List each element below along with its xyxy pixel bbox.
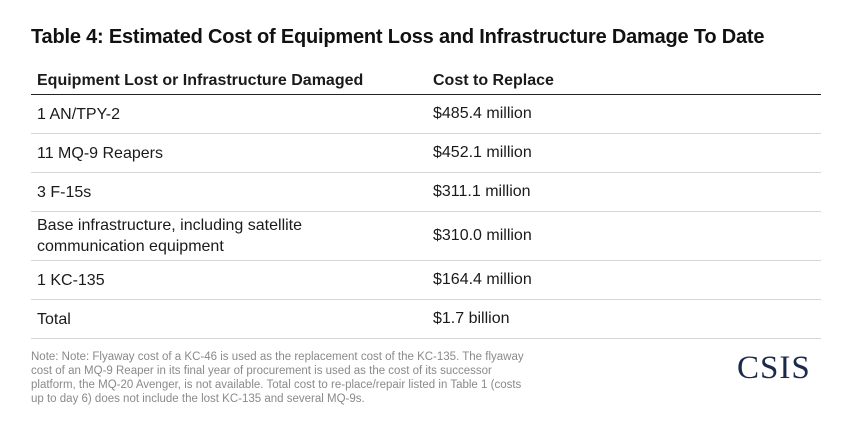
header-equipment: Equipment Lost or Infrastructure Damaged [37, 72, 364, 89]
table-row: 1 KC-135 $164.4 million [31, 261, 821, 300]
table-row: Base infrastructure, including satellite… [31, 212, 821, 261]
row-item: 3 F-15s [37, 183, 92, 201]
table-header: Equipment Lost or Infrastructure Damaged… [31, 67, 821, 95]
csis-logo: CSIS [737, 350, 811, 386]
row-cost: $311.1 million [433, 183, 531, 200]
row-item: Total [37, 310, 71, 328]
table-row: 1 AN/TPY-2 $485.4 million [31, 95, 821, 134]
row-item: Base infrastructure, including satellite… [37, 217, 303, 255]
row-item: 1 KC-135 [37, 271, 105, 289]
row-cost: $1.7 billion [433, 310, 510, 327]
table-title: Table 4: Estimated Cost of Equipment Los… [31, 26, 765, 48]
row-cost: $485.4 million [433, 105, 532, 122]
cost-table: Equipment Lost or Infrastructure Damaged… [31, 67, 821, 339]
row-item: 11 MQ-9 Reapers [37, 144, 163, 162]
table-row: 11 MQ-9 Reapers $452.1 million [31, 134, 821, 173]
header-cost: Cost to Replace [433, 71, 554, 89]
row-cost: $164.4 million [433, 271, 532, 288]
footnote: Note: Note: Flyaway cost of a KC-46 is u… [31, 351, 524, 405]
row-item: 1 AN/TPY-2 [37, 105, 121, 123]
table-row: 3 F-15s $311.1 million [31, 173, 821, 212]
row-cost: $452.1 million [433, 144, 532, 161]
table-row-total: Total $1.7 billion [31, 300, 821, 339]
row-cost: $310.0 million [433, 227, 532, 244]
